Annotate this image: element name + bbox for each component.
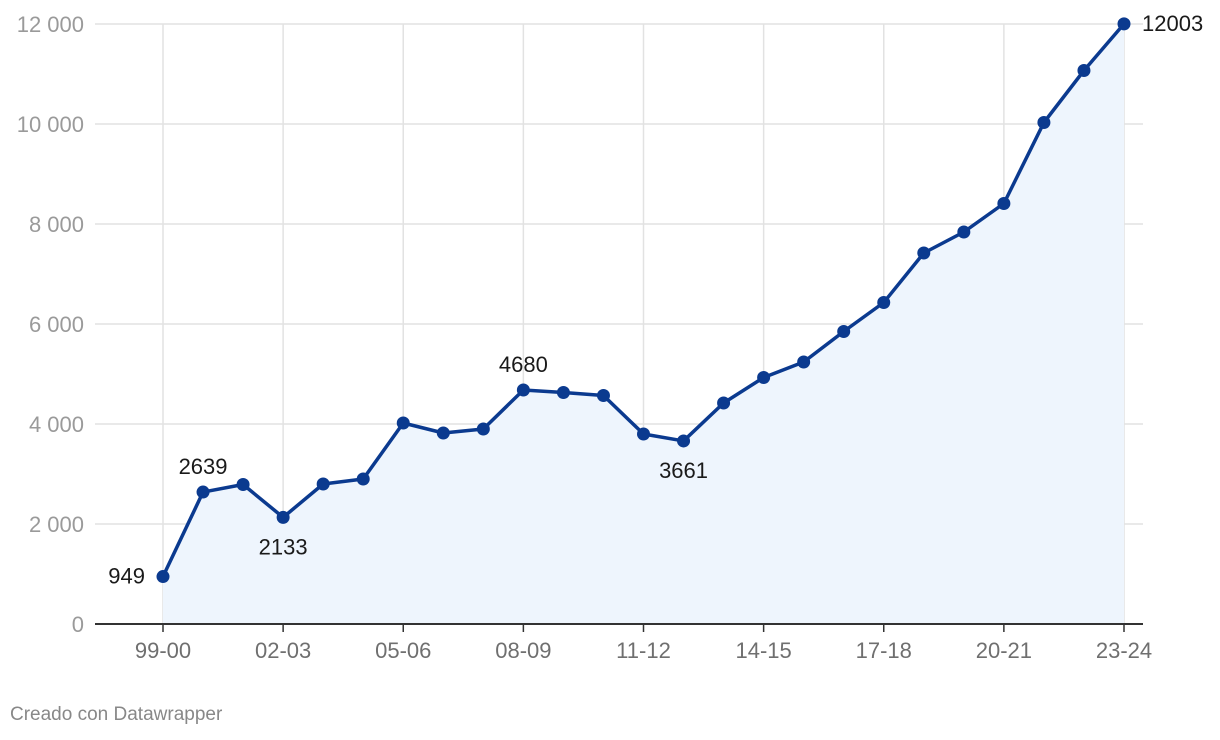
- y-tick-label: 2 000: [29, 512, 84, 537]
- x-tick-label: 08-09: [495, 638, 551, 663]
- credit-text: Creado con Datawrapper: [10, 704, 223, 725]
- data-point-16-17: [837, 325, 851, 338]
- data-point-07-08: [476, 422, 490, 436]
- data-point-08-09: [516, 383, 530, 397]
- data-point-22-23: [1077, 64, 1091, 77]
- data-point-01-02: [236, 478, 250, 491]
- x-tick-label: 17-18: [856, 638, 912, 663]
- data-label: 2133: [259, 534, 308, 559]
- data-point-02-03: [276, 510, 290, 524]
- data-label: 949: [108, 564, 145, 589]
- data-label: 12003: [1142, 11, 1203, 36]
- data-point-12-13: [677, 434, 691, 448]
- y-tick-label: 4 000: [29, 412, 84, 437]
- x-tick-label: 11-12: [616, 638, 671, 663]
- data-point-05-06: [396, 416, 410, 430]
- x-tick-label: 05-06: [375, 638, 431, 663]
- data-points: [156, 17, 1131, 584]
- data-point-15-16: [797, 355, 811, 369]
- x-tick-label: 02-03: [255, 638, 311, 663]
- y-tick-label: 6 000: [29, 312, 84, 337]
- data-point-99-00: [156, 570, 170, 584]
- x-tick-label: 14-15: [735, 638, 791, 663]
- data-point-14-15: [757, 371, 771, 384]
- data-point-17-18: [877, 296, 891, 309]
- data-point-20-21: [997, 197, 1011, 210]
- data-point-06-07: [436, 426, 450, 440]
- data-point-19-20: [957, 225, 971, 239]
- y-tick-label: 0: [72, 612, 84, 637]
- axes: 0 2 000 4 000 6 000 8 000 10 000 12 000 99-00 02…: [17, 12, 1152, 663]
- x-tick-label: 20-21: [976, 638, 1032, 663]
- x-tick-label: 23-24: [1096, 638, 1152, 663]
- y-tick-label: 10 000: [17, 112, 84, 137]
- data-label: 4680: [499, 352, 548, 377]
- area-shape: [163, 23, 1124, 625]
- data-point-11-12: [637, 427, 650, 441]
- data-point-00-01: [196, 485, 210, 499]
- data-label: 2639: [179, 454, 228, 479]
- data-point-03-04: [316, 477, 330, 491]
- data-point-23-24: [1117, 17, 1131, 31]
- data-point-18-19: [917, 246, 931, 260]
- data-point-10-11: [596, 389, 610, 402]
- data-point-09-10: [556, 386, 570, 399]
- data-point-04-05: [356, 472, 370, 486]
- y-tick-label: 12 000: [17, 12, 84, 37]
- data-point-13-14: [717, 396, 731, 410]
- line-area-chart: 949 2639 2133 4680 3661 12003 0 2 000 4 000 6 00…: [17, 11, 1203, 663]
- data-point-21-22: [1037, 116, 1051, 129]
- data-labels: 949 2639 2133 4680 3661 12003: [108, 11, 1203, 589]
- area-fill: [163, 23, 1124, 625]
- data-label: 3661: [659, 458, 708, 483]
- y-tick-label: 8 000: [29, 212, 84, 237]
- x-tick-label: 99-00: [135, 638, 191, 663]
